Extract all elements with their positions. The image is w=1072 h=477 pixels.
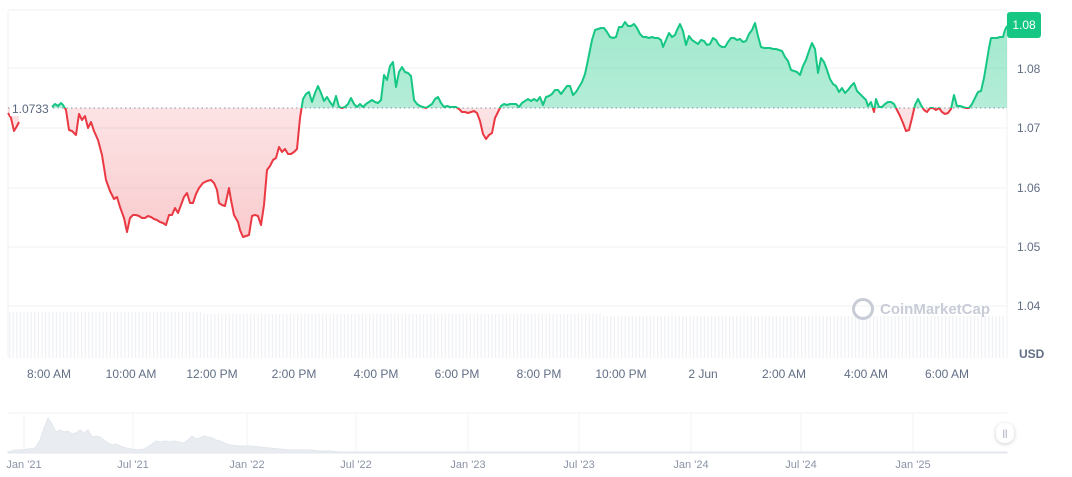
coinmarketcap-logo-icon [852, 298, 874, 320]
watermark-text: CoinMarketCap [880, 300, 991, 318]
navigator[interactable] [7, 412, 1008, 454]
x-tick: 8:00 AM [26, 367, 72, 381]
current-price-tag: 1.08 [1007, 12, 1041, 38]
volume-bars [9, 312, 1004, 358]
x-tick: 6:00 AM [924, 367, 970, 381]
navigator-label: Jan '25 [895, 459, 931, 471]
navigator-label: Jul '21 [117, 459, 149, 471]
y-tick-1-07: 1.07 [1017, 121, 1041, 135]
currency-unit-label: USD [1019, 347, 1045, 361]
navigator-area [7, 416, 1008, 454]
x-tick: 4:00 AM [843, 367, 889, 381]
x-tick: 6:00 PM [434, 367, 480, 381]
price-line-up [51, 21, 1008, 108]
navigator-label: Jul '22 [340, 459, 372, 471]
y-tick-1-04: 1.04 [1017, 299, 1041, 313]
navigator-label: Jul '24 [785, 459, 817, 471]
navigator-label: Jan '24 [673, 459, 709, 471]
area-below-baseline [8, 108, 1007, 237]
navigator-label: Jan '21 [6, 459, 42, 471]
y-tick-1-05: 1.05 [1017, 240, 1041, 254]
baseline-value-label: 1.0733 [10, 102, 51, 116]
x-tick: 2:00 PM [271, 367, 317, 381]
x-tick: 10:00 PM [595, 367, 647, 381]
navigator-label: Jan '22 [229, 459, 265, 471]
x-tick: 8:00 PM [516, 367, 562, 381]
y-tick-1-08: 1.08 [1017, 62, 1041, 76]
x-tick: 10:00 AM [105, 367, 157, 381]
navigator-range-handle[interactable]: || [996, 423, 1014, 443]
x-tick: 2:00 AM [761, 367, 807, 381]
navigator-label: Jul '23 [563, 459, 595, 471]
navigator-label: Jan '23 [450, 459, 486, 471]
coinmarketcap-watermark: CoinMarketCap [852, 298, 990, 320]
y-tick-1-06: 1.06 [1017, 181, 1041, 195]
x-tick: 4:00 PM [353, 367, 399, 381]
price-line-down [7, 108, 971, 238]
x-tick: 12:00 PM [186, 367, 238, 381]
area-above-baseline [8, 22, 1007, 108]
x-tick: 2 Jun [688, 367, 718, 381]
